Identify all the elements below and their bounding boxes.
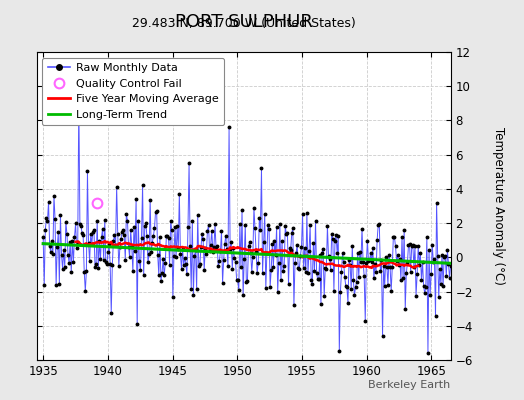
Title: 29.483 N, 89.700 W (United States): 29.483 N, 89.700 W (United States) bbox=[132, 17, 356, 30]
Legend: Raw Monthly Data, Quality Control Fail, Five Year Moving Average, Long-Term Tren: Raw Monthly Data, Quality Control Fail, … bbox=[42, 58, 224, 125]
Text: PORT SULPHUR: PORT SULPHUR bbox=[174, 13, 313, 31]
Y-axis label: Temperature Anomaly (°C): Temperature Anomaly (°C) bbox=[493, 127, 505, 285]
Text: Berkeley Earth: Berkeley Earth bbox=[368, 380, 451, 390]
